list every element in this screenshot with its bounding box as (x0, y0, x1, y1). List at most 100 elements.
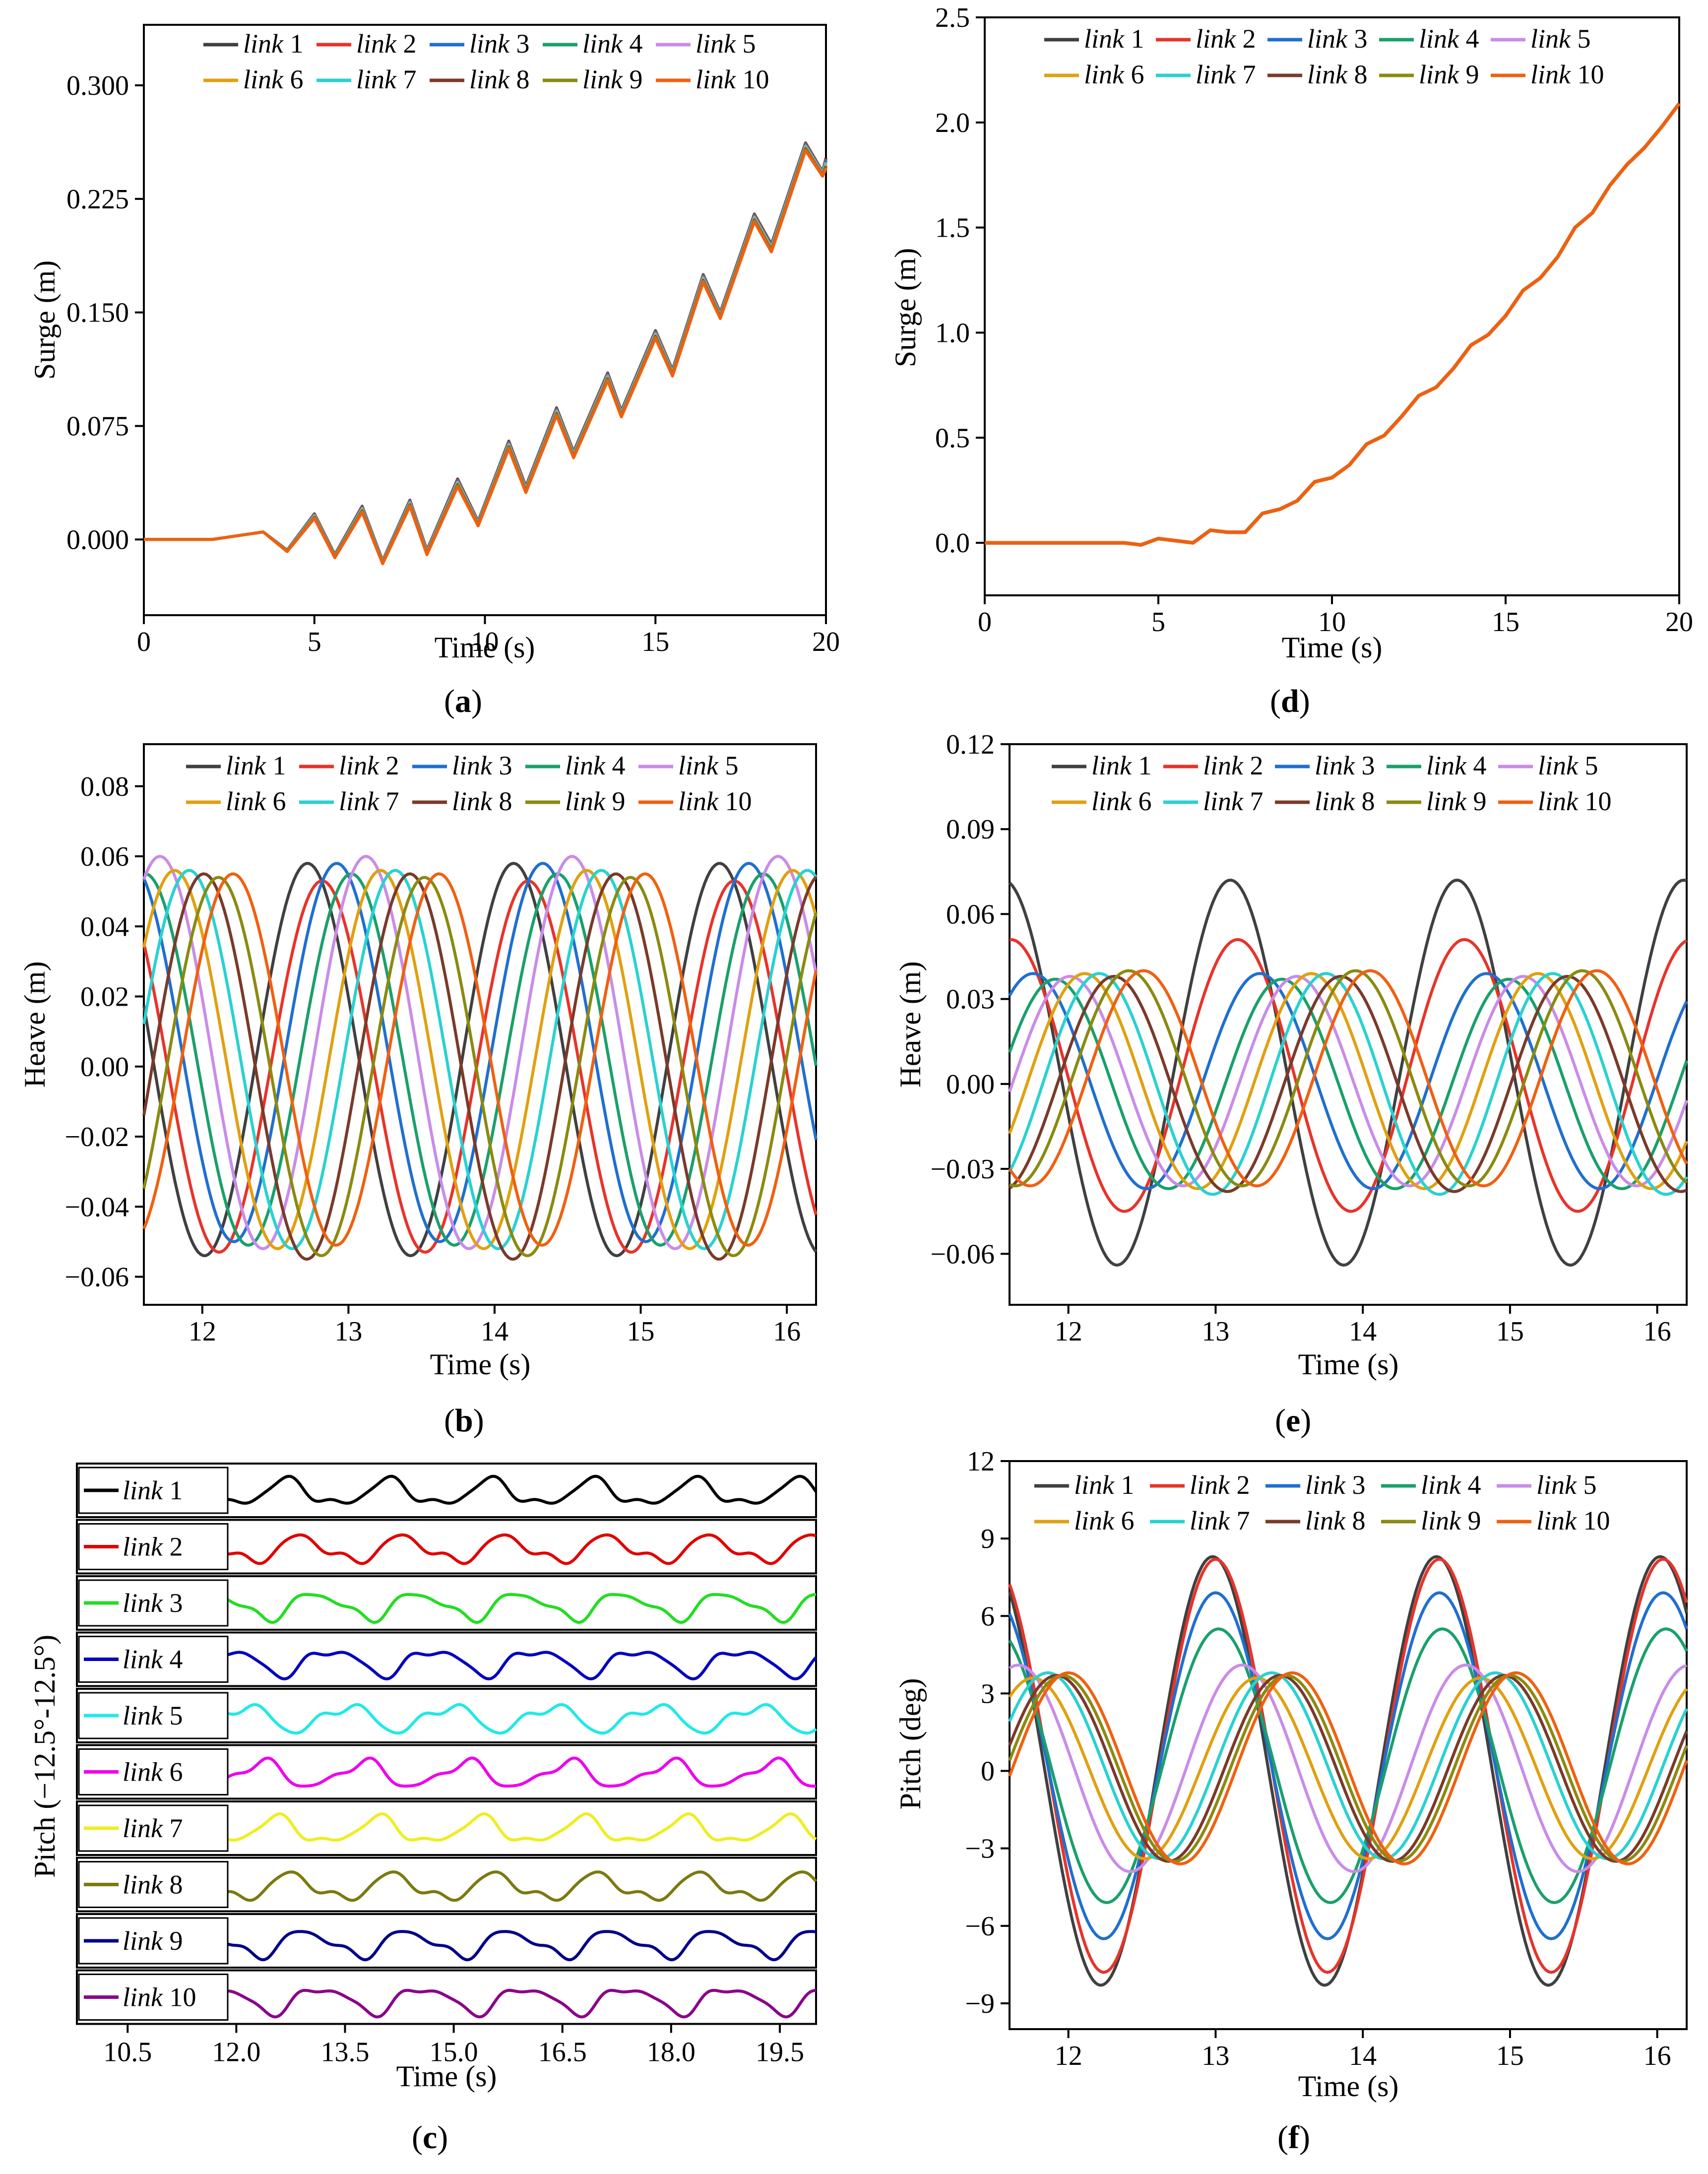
y-tick-label: 0.02 (80, 982, 129, 1013)
y-tick-label: 0.075 (66, 411, 129, 442)
legend-d: link 1 link 2 link 3 link 4 link 5 link 6 link… (1044, 24, 1604, 89)
legend-label-link-3: link 3 (1305, 1470, 1365, 1500)
y-tick-label: 0.08 (80, 771, 129, 802)
strip-frame (76, 1519, 817, 1575)
legend-label-link-10: link 10 (1530, 60, 1604, 89)
legend-label-link-4: link 4 (565, 751, 625, 780)
series-lines-f (1008, 1555, 1688, 1987)
strip-frame (76, 1856, 817, 1913)
plot-frame-d (984, 16, 1680, 596)
y-tick-label: 0.00 (80, 1052, 129, 1083)
series-line-link-7 (199, 1812, 817, 1842)
pitch-strip-link-7: link 7 (76, 1800, 817, 1856)
x-tick-label: 15 (1496, 1316, 1524, 1347)
legend-label-link-1: link 1 (243, 29, 303, 59)
series-line-link-5 (1009, 1663, 1687, 1873)
legend-label-link-7: link 7 (123, 1813, 183, 1843)
y-axis-label-b: Heave (m) (18, 961, 51, 1088)
y-tick-label: −0.02 (64, 1122, 129, 1152)
x-tick-label: 13 (1202, 2041, 1229, 2071)
legend-label-link-4: link 4 (1419, 24, 1479, 54)
legend-label-link-8: link 8 (123, 1870, 183, 1900)
series-line-link-2 (1009, 938, 1688, 1213)
x-tick-label: 15 (641, 627, 669, 657)
pitch-strip-link-4: link 4 (76, 1631, 818, 1687)
axis-ticks-e: 12 13 14 15 16 −0.06 −0.03 0.00 0.03 0.06 0.09 0.12 (930, 729, 1671, 1347)
y-tick-label: 0.06 (946, 899, 995, 930)
caption-letter-e: e (1286, 1403, 1300, 1439)
series-line-link-6 (200, 1756, 816, 1788)
series-line-link-8 (199, 1870, 818, 1902)
caption-letter-f: f (1288, 2119, 1300, 2156)
legend-label-link-5: link 5 (678, 751, 738, 780)
caption-e: (e) (1275, 1403, 1311, 1439)
legend-label-link-9: link 9 (123, 1926, 183, 1956)
x-tick-label: 0 (978, 607, 992, 638)
legend-label-link-7: link 7 (1190, 1506, 1250, 1535)
x-tick-label: 13.5 (320, 2037, 369, 2068)
legend-label-link-1: link 1 (1074, 1470, 1134, 1500)
caption-letter-c: c (423, 2119, 437, 2156)
y-tick-label: 0 (981, 1756, 995, 1787)
x-tick-label: 10 (1318, 607, 1346, 638)
legend-label-link-6: link 6 (123, 1757, 183, 1787)
series-line-link-10 (1008, 969, 1688, 1188)
legend-label-link-1: link 1 (1091, 751, 1151, 780)
y-tick-label: −0.06 (64, 1262, 129, 1293)
legend-label-link-5: link 5 (1536, 1470, 1596, 1500)
x-tick-label: 12 (189, 1316, 216, 1347)
x-tick-label: 13 (1202, 1316, 1229, 1347)
legend-label-link-9: link 9 (1426, 786, 1486, 816)
x-tick-label: 10.5 (103, 2037, 152, 2068)
legend-label-link-5: link 5 (123, 1701, 183, 1730)
x-axis-label-b: Time (s) (430, 1348, 531, 1381)
stacked-panels-c: link 1 link 2 link 3 link 4 link 5 link 6 link… (76, 1463, 818, 2025)
y-tick-label: 1.5 (935, 213, 970, 244)
y-tick-label: 0.300 (66, 70, 129, 101)
legend-label-link-3: link 3 (452, 751, 512, 780)
x-tick-label: 0 (137, 627, 151, 657)
legend-label-link-2: link 2 (356, 29, 416, 59)
x-tick-label: 5 (308, 627, 321, 657)
series-lines-b (142, 854, 818, 1261)
series-line-link-8 (1009, 974, 1688, 1193)
caption-letter-b: b (455, 1403, 473, 1439)
legend-label-link-4: link 4 (1421, 1470, 1481, 1500)
legend-label-link-2: link 2 (339, 751, 399, 780)
series-line-link-3 (1008, 972, 1688, 1190)
y-tick-label: −0.03 (930, 1154, 995, 1185)
legend-label-link-6: link 6 (1091, 786, 1151, 816)
strip-frame (76, 1575, 817, 1631)
series-line-link-10 (142, 872, 818, 1247)
legend-label-link-8: link 8 (452, 786, 512, 816)
series-line-link-4 (198, 1651, 818, 1681)
legend-e: link 1 link 2 link 3 link 4 link 5 link 6 link… (1052, 751, 1611, 816)
series-line-link-10 (144, 149, 827, 566)
x-tick-label: 16 (1644, 1316, 1671, 1347)
pitch-strip-link-8: link 8 (76, 1856, 818, 1913)
legend-label-link-9: link 9 (565, 786, 625, 816)
x-tick-label: 5 (1151, 607, 1165, 638)
legend-label-link-3: link 3 (123, 1588, 183, 1618)
caption-f: (f) (1277, 2119, 1310, 2156)
y-axis-label-f: Pitch (deg) (894, 1678, 927, 1810)
strip-frame (76, 1744, 817, 1800)
x-tick-label: 19.5 (756, 2037, 804, 2068)
y-tick-label: 0.04 (80, 911, 129, 942)
legend-label-link-2: link 2 (123, 1532, 183, 1562)
y-tick-label: −0.04 (64, 1192, 129, 1222)
legend-label-link-1: link 1 (226, 751, 286, 780)
legend-label-link-2: link 2 (1190, 1470, 1250, 1500)
x-tick-label: 12.0 (212, 2037, 260, 2068)
series-line-link-6 (1008, 1676, 1688, 1860)
strip-legend-box (78, 1974, 229, 2021)
x-axis-label-e: Time (s) (1298, 1348, 1399, 1381)
series-line-link-10 (985, 102, 1681, 547)
series-line-link-1 (198, 1474, 818, 1505)
legend-label-link-4: link 4 (582, 29, 642, 59)
x-tick-label: 15.0 (430, 2037, 478, 2068)
legend-label-link-4: link 4 (123, 1645, 183, 1674)
series-line-link-3 (1008, 1591, 1688, 1940)
